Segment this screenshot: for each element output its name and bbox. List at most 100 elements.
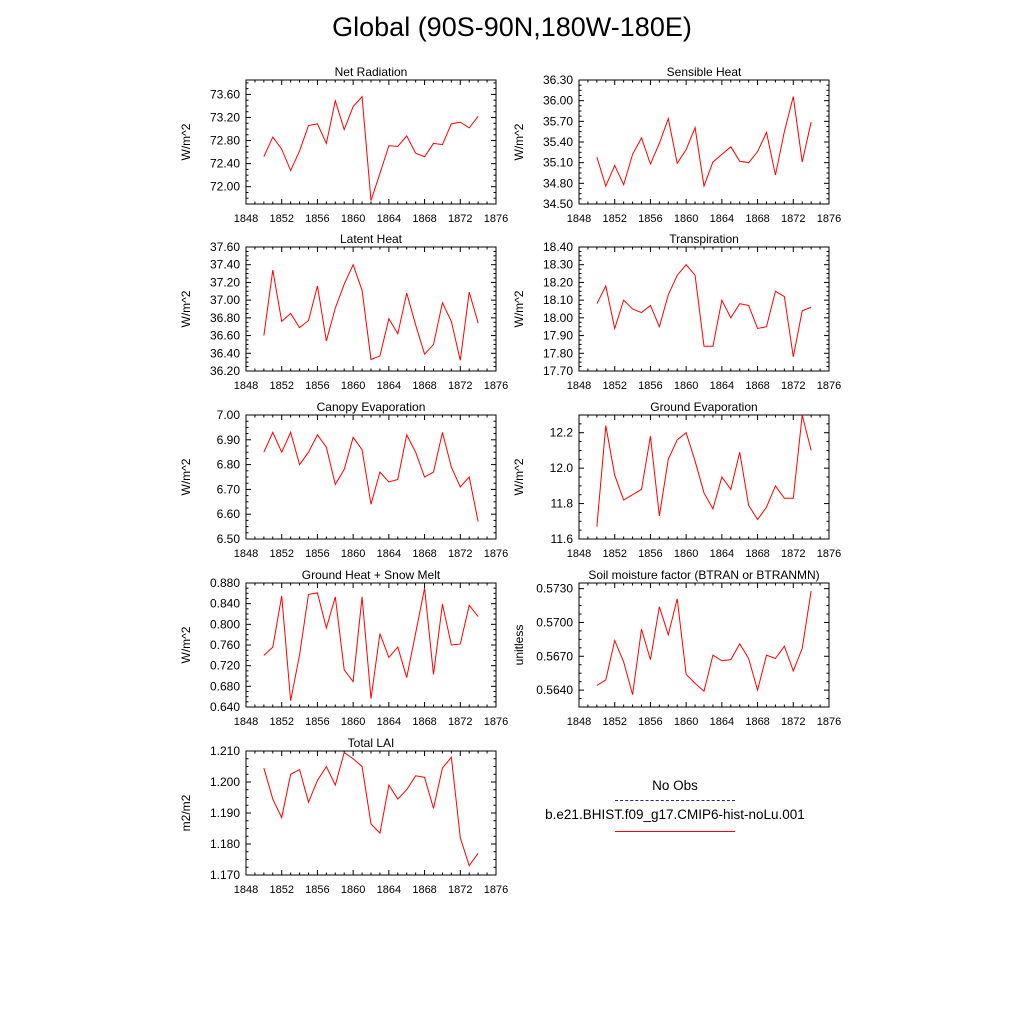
net-radiation-y-axis-label: W/m^2 [179,123,193,160]
total-lai-x-tick-label: 1856 [305,884,329,896]
canopy-evaporation-x-tick-label: 1848 [234,548,258,560]
transpiration-y-axis-label: W/m^2 [512,290,526,327]
latent-heat-y-tick-label: 37.60 [210,240,240,254]
net-radiation-y-tick-label: 72.40 [210,157,240,171]
sensible-heat-y-tick-label: 36.00 [543,94,573,108]
total-lai-series-line [263,751,479,867]
latent-heat-y-tick-label: 37.00 [210,293,240,307]
total-lai-title: Total LAI [348,736,395,750]
canopy-evaporation-y-axis-label: W/m^2 [179,458,193,495]
sensible-heat-y-axis-label: W/m^2 [512,123,526,160]
sensible-heat-x-tick-label: 1876 [817,213,841,225]
transpiration-x-tick-label: 1864 [710,380,734,392]
transpiration-plot-frame [578,246,830,372]
ground-evaporation-x-tick-label: 1872 [781,548,805,560]
latent-heat-x-tick-label: 1864 [377,380,401,392]
ground-evaporation-plot-frame [578,414,830,540]
canopy-evaporation-title: Canopy Evaporation [317,400,426,414]
transpiration-y-tick-label: 17.70 [543,364,573,378]
sensible-heat-x-tick-label: 1848 [567,213,591,225]
latent-heat-y-tick-label: 36.60 [210,329,240,343]
ground-heat-snow-melt-y-tick-label: 0.640 [210,700,240,714]
transpiration-y-tick-label: 18.00 [543,311,573,325]
net-radiation-title: Net Radiation [335,65,408,79]
latent-heat-x-tick-label: 1876 [484,380,508,392]
transpiration-x-tick-label: 1872 [781,380,805,392]
total-lai-plot-frame [245,750,497,876]
sensible-heat-series-line [596,96,812,189]
legend-case-label: b.e21.BHIST.f09_g17.CMIP6-hist-noLu.001 [545,807,805,822]
ground-heat-snow-melt-x-tick-label: 1848 [234,716,258,728]
ground-heat-snow-melt-y-tick-label: 0.880 [210,576,240,590]
canopy-evaporation-panel: Canopy Evaporation W/m^2 1848 1852 1856 1860 1… [179,400,508,560]
soil-moisture-factor-btran-or-btranmn-panel: Soil moisture factor (BTRAN or BTRANMN) u… [512,568,841,728]
sensible-heat-x-tick-label: 1868 [745,213,769,225]
ground-evaporation-x-tick-label: 1876 [817,548,841,560]
net-radiation-panel: Net Radiation W/m^2 1848 1852 1856 1860 1864 18… [179,65,508,225]
total-lai-x-tick-label: 1868 [412,884,436,896]
total-lai-x-tick-label: 1860 [341,884,365,896]
soil-moisture-factor-btran-or-btranmn-x-tick-label: 1852 [602,716,626,728]
total-lai-y-tick-label: 1.180 [210,837,240,851]
latent-heat-x-tick-label: 1856 [305,380,329,392]
net-radiation-x-tick-label: 1852 [269,213,293,225]
latent-heat-panel: Latent Heat W/m^2 1848 1852 1856 1860 1864 1868… [179,232,508,392]
ground-heat-snow-melt-y-tick-label: 0.680 [210,679,240,693]
sensible-heat-y-tick-label: 35.10 [543,156,573,170]
ground-evaporation-y-tick-label: 12.2 [550,426,574,440]
transpiration-y-tick-label: 17.80 [543,346,573,360]
total-lai-y-tick-label: 1.200 [210,775,240,789]
ground-heat-snow-melt-y-axis-label: W/m^2 [179,626,193,663]
legend-obs-label: No Obs [652,778,698,793]
sensible-heat-x-tick-label: 1860 [674,213,698,225]
soil-moisture-factor-btran-or-btranmn-x-tick-label: 1856 [638,716,662,728]
sensible-heat-x-tick-label: 1864 [710,213,734,225]
canopy-evaporation-x-tick-label: 1876 [484,548,508,560]
net-radiation-x-tick-label: 1872 [448,213,472,225]
ground-heat-snow-melt-x-tick-label: 1868 [412,716,436,728]
soil-moisture-factor-btran-or-btranmn-y-axis-label: unitless [512,625,526,666]
transpiration-series-line [596,263,812,357]
canopy-evaporation-x-tick-label: 1868 [412,548,436,560]
transpiration-title: Transpiration [669,232,739,246]
transpiration-x-tick-label: 1860 [674,380,698,392]
transpiration-x-tick-label: 1876 [817,380,841,392]
sensible-heat-panel: Sensible Heat W/m^2 1848 1852 1856 1860 1864 18… [512,65,841,225]
soil-moisture-factor-btran-or-btranmn-x-tick-label: 1876 [817,716,841,728]
total-lai-y-tick-label: 1.190 [210,806,240,820]
legend-case-line [615,831,735,832]
latent-heat-y-tick-label: 36.80 [210,311,240,325]
legend-obs-line [615,800,735,801]
net-radiation-x-tick-label: 1860 [341,213,365,225]
total-lai-x-tick-label: 1872 [448,884,472,896]
latent-heat-y-tick-label: 36.40 [210,346,240,360]
net-radiation-x-tick-label: 1868 [412,213,436,225]
soil-moisture-factor-btran-or-btranmn-y-tick-label: 0.5670 [536,649,573,663]
sensible-heat-y-tick-label: 34.50 [543,197,573,211]
ground-evaporation-panel: Ground Evaporation W/m^2 1848 1852 1856 1860 1… [512,400,841,560]
canopy-evaporation-y-tick-label: 6.60 [217,507,241,521]
net-radiation-y-tick-label: 72.00 [210,180,240,194]
transpiration-y-tick-label: 17.90 [543,329,573,343]
canopy-evaporation-plot-frame [245,414,497,540]
page-title: Global (90S-90N,180W-180E) [332,12,692,42]
ground-heat-snow-melt-x-tick-label: 1872 [448,716,472,728]
ground-heat-snow-melt-series-line [263,588,479,701]
ground-heat-snow-melt-y-tick-label: 0.760 [210,638,240,652]
canopy-evaporation-x-tick-label: 1864 [377,548,401,560]
soil-moisture-factor-btran-or-btranmn-y-tick-label: 0.5730 [536,582,573,596]
transpiration-y-tick-label: 18.10 [543,293,573,307]
ground-evaporation-y-tick-label: 12.0 [550,461,574,475]
ground-evaporation-y-axis-label: W/m^2 [512,458,526,495]
total-lai-x-tick-label: 1864 [377,884,401,896]
latent-heat-title: Latent Heat [340,232,403,246]
transpiration-x-tick-label: 1848 [567,380,591,392]
net-radiation-x-tick-label: 1856 [305,213,329,225]
latent-heat-x-tick-label: 1868 [412,380,436,392]
canopy-evaporation-x-tick-label: 1856 [305,548,329,560]
sensible-heat-x-tick-label: 1852 [602,213,626,225]
transpiration-x-tick-label: 1852 [602,380,626,392]
latent-heat-x-tick-label: 1852 [269,380,293,392]
ground-evaporation-x-tick-label: 1856 [638,548,662,560]
